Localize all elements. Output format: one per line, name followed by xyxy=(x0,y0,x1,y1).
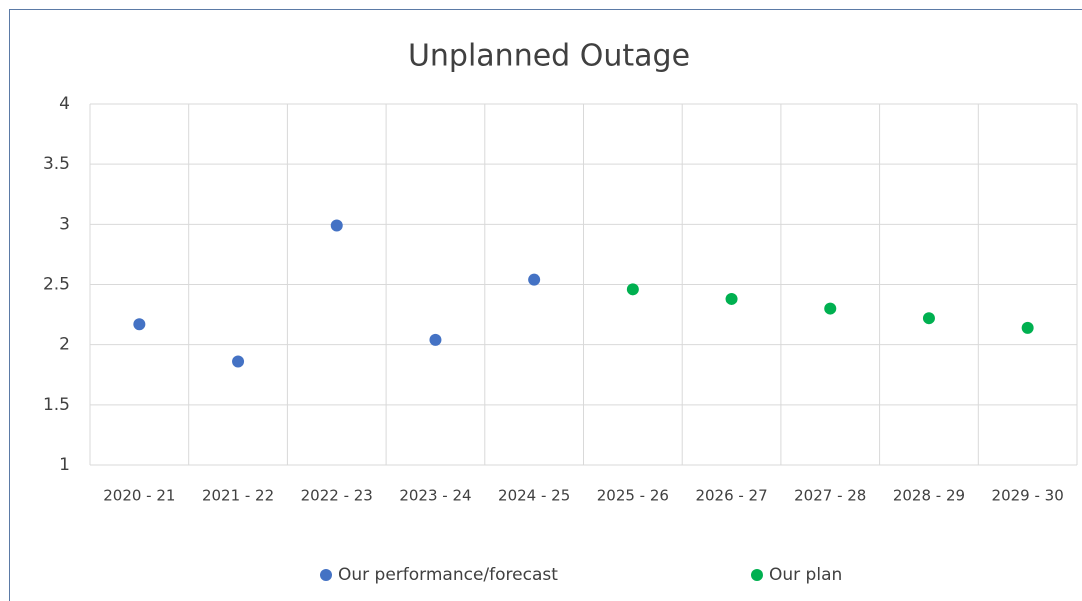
x-tick-label: 2023 - 24 xyxy=(399,487,471,505)
x-tick-label: 2029 - 30 xyxy=(992,487,1064,505)
point xyxy=(922,312,935,325)
chart-border xyxy=(9,9,1082,601)
chart-title: Unplanned Outage xyxy=(408,39,690,74)
legend-marker xyxy=(320,569,332,581)
point xyxy=(528,273,541,286)
x-tick-label: 2028 - 29 xyxy=(893,487,965,505)
point xyxy=(232,355,245,368)
x-tick-label: 2024 - 25 xyxy=(498,487,570,505)
y-tick-label: 1.5 xyxy=(43,395,70,415)
legend-label: Our performance/forecast xyxy=(338,565,558,585)
y-tick-label: 4 xyxy=(59,94,70,114)
point xyxy=(133,318,146,331)
x-tick-label: 2021 - 22 xyxy=(202,487,274,505)
x-tick-label: 2022 - 23 xyxy=(301,487,373,505)
point xyxy=(824,302,837,315)
point xyxy=(626,283,639,296)
point xyxy=(429,333,442,346)
y-tick-label: 1 xyxy=(59,455,70,475)
x-tick-label: 2027 - 28 xyxy=(794,487,866,505)
y-tick-label: 2.5 xyxy=(43,275,70,295)
x-tick-label: 2026 - 27 xyxy=(695,487,767,505)
y-tick-label: 3.5 xyxy=(43,154,70,174)
y-tick-label: 2 xyxy=(59,335,70,355)
y-tick-label: 3 xyxy=(59,214,70,234)
point xyxy=(1021,321,1034,334)
legend-marker xyxy=(751,569,763,581)
point xyxy=(330,219,343,232)
legend-label: Our plan xyxy=(769,565,842,585)
x-tick-label: 2020 - 21 xyxy=(103,487,175,505)
x-tick-label: 2025 - 26 xyxy=(597,487,669,505)
point xyxy=(725,292,738,305)
